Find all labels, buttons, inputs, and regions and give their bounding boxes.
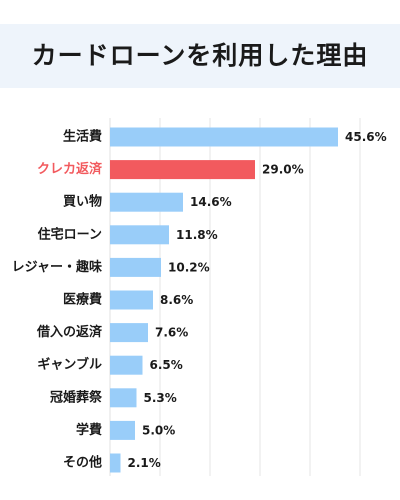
bar-10 [110,453,121,473]
bar-7 [110,355,143,375]
value-label-8: 5.3% [144,391,177,405]
bar-6 [110,323,148,343]
value-label-3: 11.8% [176,228,218,242]
value-label-4: 10.2% [168,260,210,274]
chart-title: カードローンを利用した理由 [31,41,369,70]
category-label-6: 借入の返済 [36,324,103,340]
value-label-9: 5.0% [142,423,175,437]
category-label-1: クレカ返済 [37,161,103,177]
value-label-6: 7.6% [155,326,188,340]
value-label-2: 14.6% [190,195,232,209]
bars [110,127,338,473]
bar-1 [110,160,255,180]
bar-5 [110,290,153,310]
category-label-10: その他 [63,455,102,471]
labels: 生活費 45.6% クレカ返済 29.0% 買い物 14.6% 住宅ローン 11.8% レジャー… [12,129,387,471]
value-label-1: 29.0% [262,163,304,177]
category-label-7: ギャンブル [37,357,102,373]
category-label-2: 買い物 [63,194,102,210]
bar-4 [110,257,161,277]
bar-0 [110,127,338,147]
category-label-3: 住宅ローン [38,226,102,242]
category-label-0: 生活費 [63,129,102,145]
value-label-10: 2.1% [128,456,161,470]
bar-9 [110,420,135,440]
title-band: カードローンを利用した理由 [0,24,400,88]
value-label-5: 8.6% [160,293,193,307]
category-label-5: 医療費 [63,292,102,308]
category-label-8: 冠婚葬祭 [50,389,103,405]
category-label-4: レジャー・趣味 [12,259,102,275]
bar-2 [110,192,183,212]
bar-3 [110,225,169,245]
category-label-9: 学費 [76,422,102,438]
bar-8 [110,388,137,408]
value-label-7: 6.5% [150,358,183,372]
value-label-0: 45.6% [345,130,387,144]
